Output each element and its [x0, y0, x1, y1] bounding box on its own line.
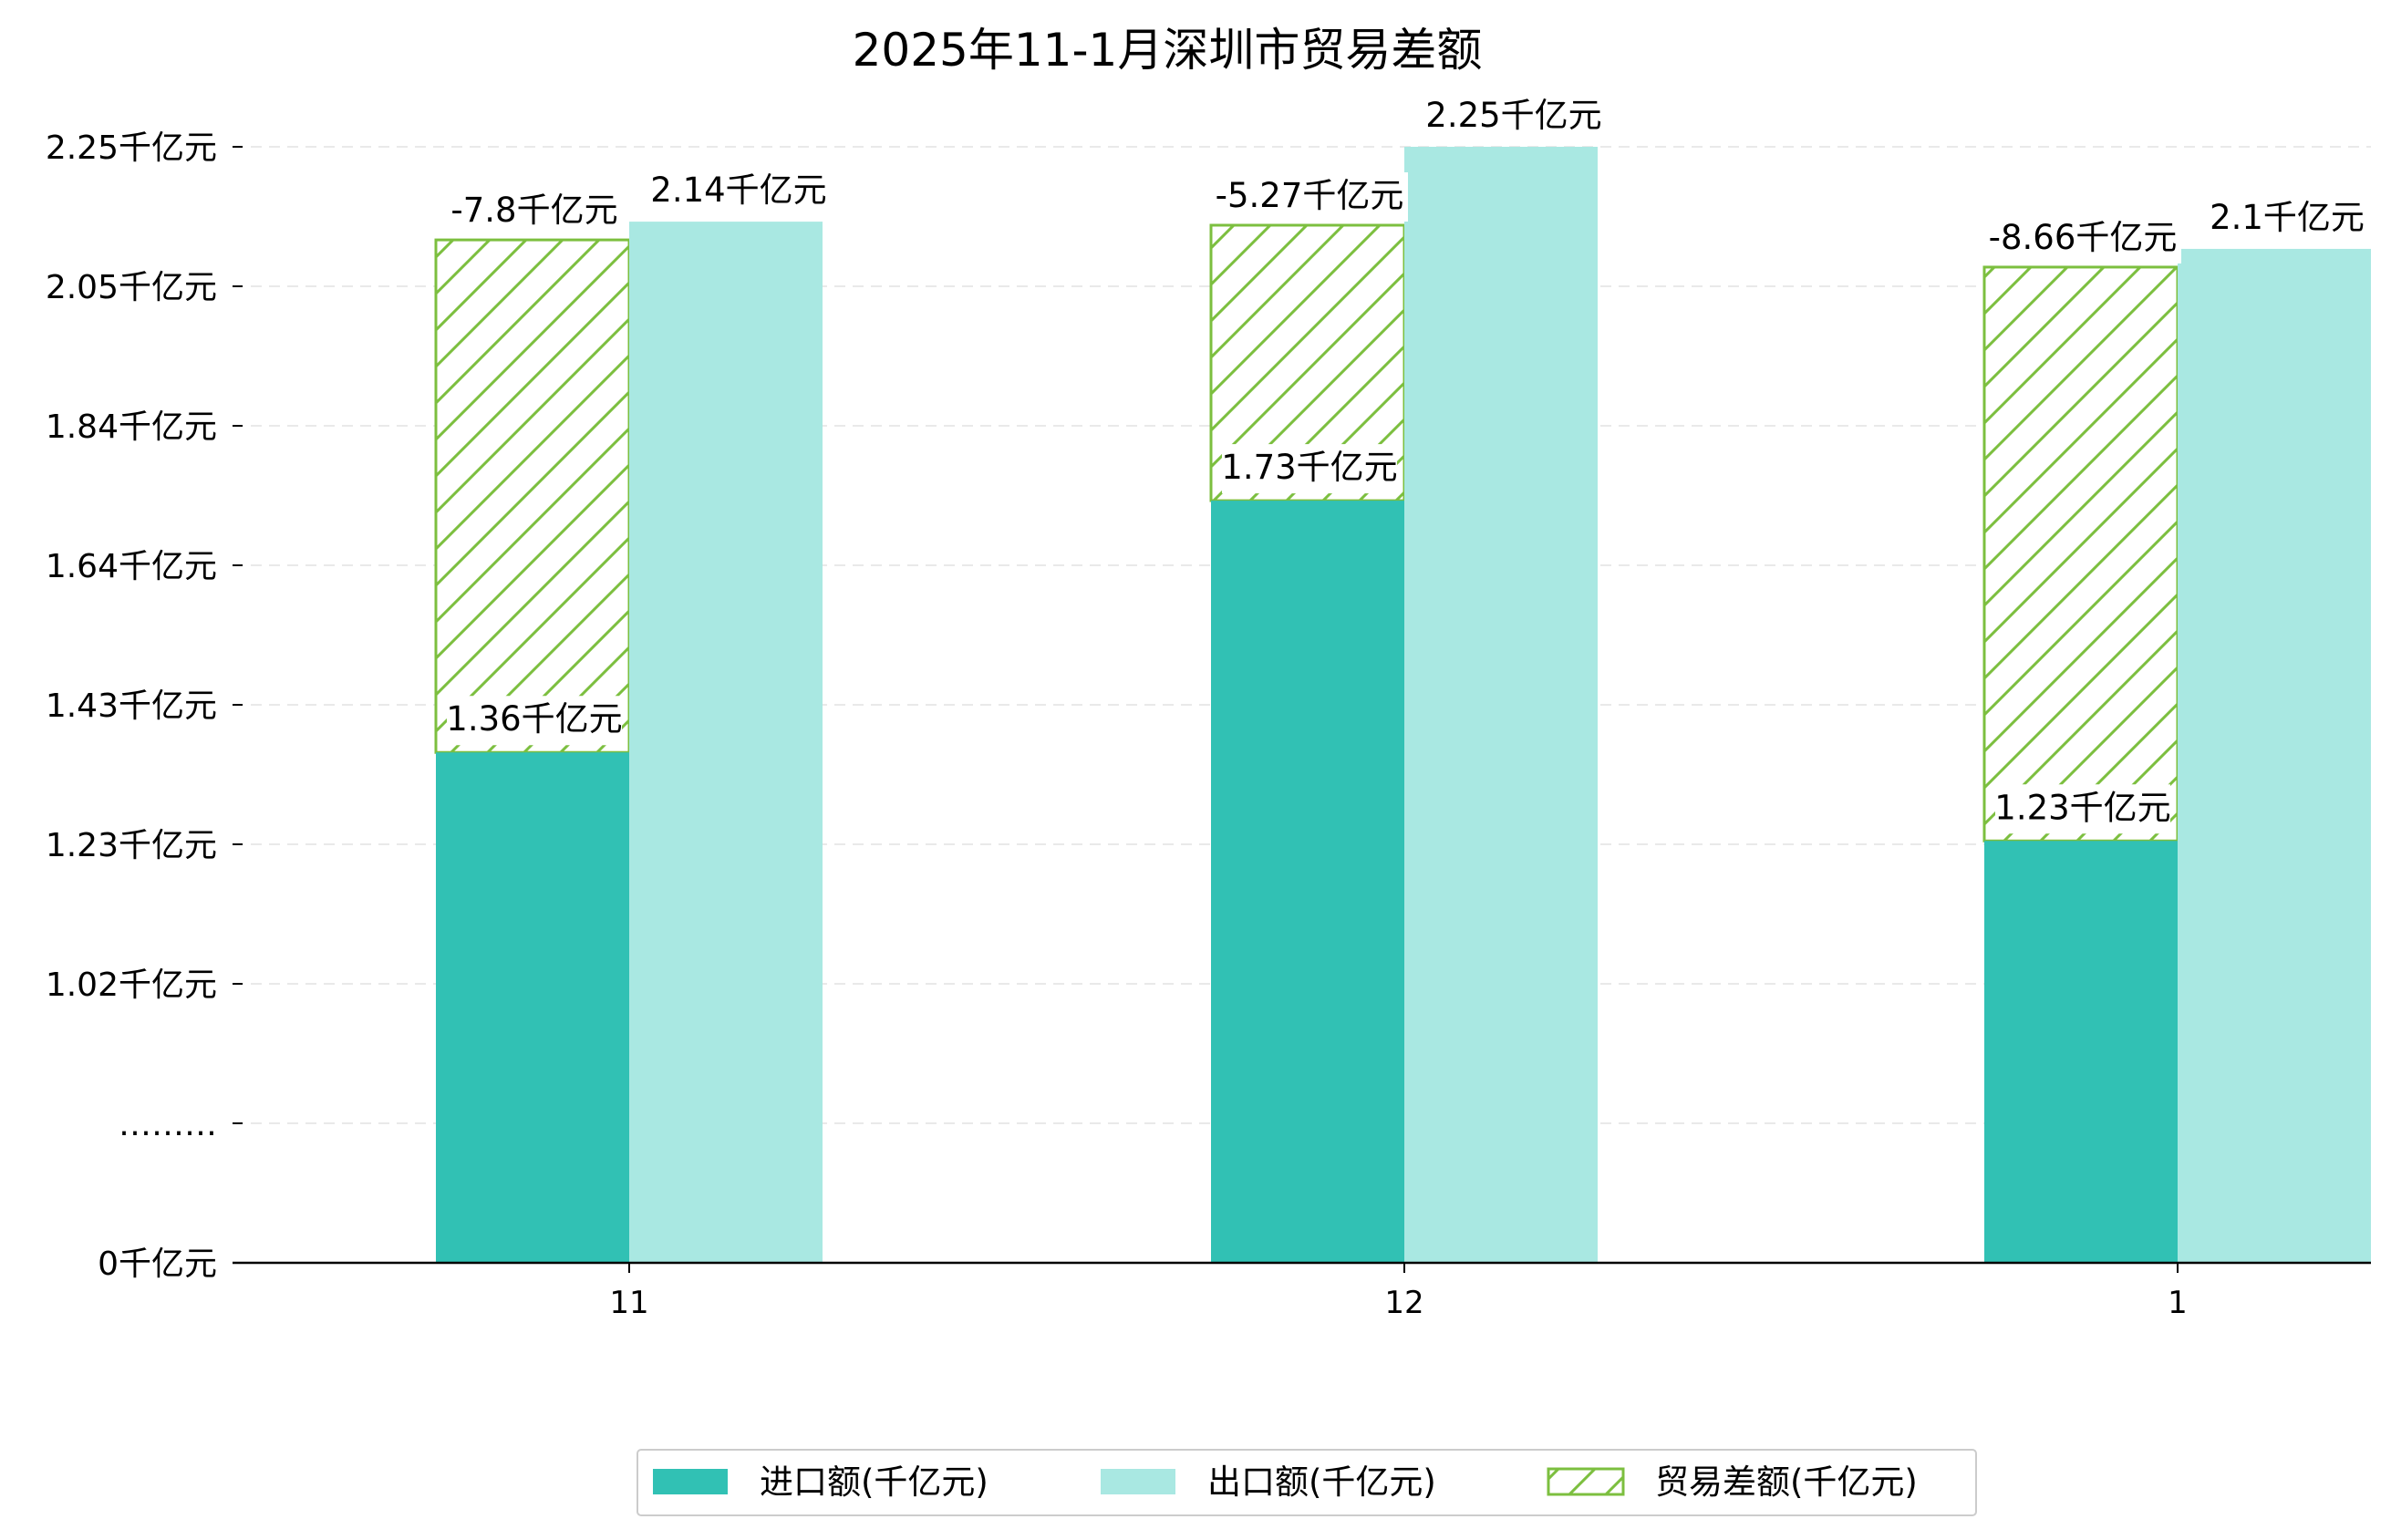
legend-label: 出口额(千亿元) [1207, 1462, 1436, 1502]
balance-bar [1982, 265, 2179, 842]
x-tick-label: 11 [609, 1285, 648, 1321]
bars [434, 147, 2371, 1264]
y-tick-label: 2.25千亿元 [46, 129, 217, 167]
legend-item: 出口额(千亿元) [1101, 1462, 1436, 1502]
label-text: -5.27千亿元 [1216, 176, 1404, 215]
data-labels: 2.14千亿元 -7.8千亿元 1.36千亿元 2.25千亿元 -5.27千亿元 1.73… [446, 92, 2365, 834]
y-tick-label: 0千亿元 [98, 1245, 217, 1283]
legend-swatch [1547, 1467, 1625, 1496]
legend-item: 进口额(千亿元) [653, 1462, 988, 1502]
label-box [651, 167, 826, 217]
legend: 进口额(千亿元) 出口额(千亿元) 贸易差额(千亿元) [637, 1449, 1977, 1516]
legend-swatch [1101, 1469, 1175, 1494]
legend-swatch [653, 1469, 728, 1494]
export-bar [629, 222, 823, 1264]
label-box [1984, 213, 2181, 264]
import-label: 1.73千亿元 [1221, 444, 1398, 494]
export-bar [2178, 248, 2371, 1264]
y-tick-label: 2.05千亿元 [46, 269, 217, 306]
export-label: 2.25千亿元 [1425, 92, 1602, 141]
label-text: 1.23千亿元 [1994, 788, 2170, 827]
x-tick-label: 12 [1384, 1285, 1423, 1321]
export-bar [1404, 147, 1598, 1263]
import-bar [436, 752, 629, 1263]
label-box [1222, 444, 1397, 494]
label-text: -7.8千亿元 [450, 191, 617, 230]
import-label: 1.36千亿元 [446, 696, 623, 746]
balance-label: -7.8千亿元 [447, 187, 622, 237]
import-label: 1.23千亿元 [1994, 784, 2171, 834]
legend-box [637, 1449, 1977, 1516]
label-box [1426, 92, 1601, 141]
label-text: 2.25千亿元 [1425, 96, 1601, 135]
y-axis: 0千亿元 ……… 1.02千亿元 1.23千亿元 1.43千亿元 1.64千亿元 1.84千… [46, 129, 243, 1283]
y-tick-label: 1.43千亿元 [46, 687, 217, 725]
x-tick-label: 1 [2168, 1285, 2188, 1321]
x-axis: 11 12 1 [233, 1261, 2371, 1321]
label-box [2210, 193, 2364, 243]
balance-bar [434, 238, 631, 754]
y-tick-label: 1.64千亿元 [46, 548, 217, 585]
balance-label: -8.66千亿元 [1984, 213, 2181, 264]
import-bar [1984, 841, 2178, 1263]
label-box [447, 187, 622, 237]
legend-item: 贸易差额(千亿元) [1547, 1462, 1918, 1502]
label-text: -8.66千亿元 [1989, 218, 2178, 257]
y-tick-label: 1.84千亿元 [46, 408, 217, 446]
label-text: 1.73千亿元 [1221, 448, 1397, 487]
y-tick-label: 1.02千亿元 [46, 966, 217, 1004]
label-text: 2.1千亿元 [2210, 198, 2365, 237]
label-box [1211, 172, 1408, 222]
legend-label: 进口额(千亿元) [760, 1462, 988, 1502]
legend-label: 贸易差额(千亿元) [1655, 1462, 1918, 1502]
export-label: 2.1千亿元 [2210, 193, 2365, 243]
import-bar [1211, 501, 1404, 1263]
label-box [1995, 784, 2170, 834]
export-label: 2.14千亿元 [650, 167, 827, 217]
label-box [447, 696, 622, 746]
y-tick-label: ……… [119, 1106, 217, 1143]
label-text: 1.36千亿元 [446, 699, 622, 739]
balance-label: -5.27千亿元 [1211, 172, 1408, 222]
label-text: 2.14千亿元 [650, 171, 826, 210]
chart-title: 2025年11-1月深圳市贸易差额 [853, 24, 1483, 77]
y-tick-label: 1.23千亿元 [46, 827, 217, 864]
